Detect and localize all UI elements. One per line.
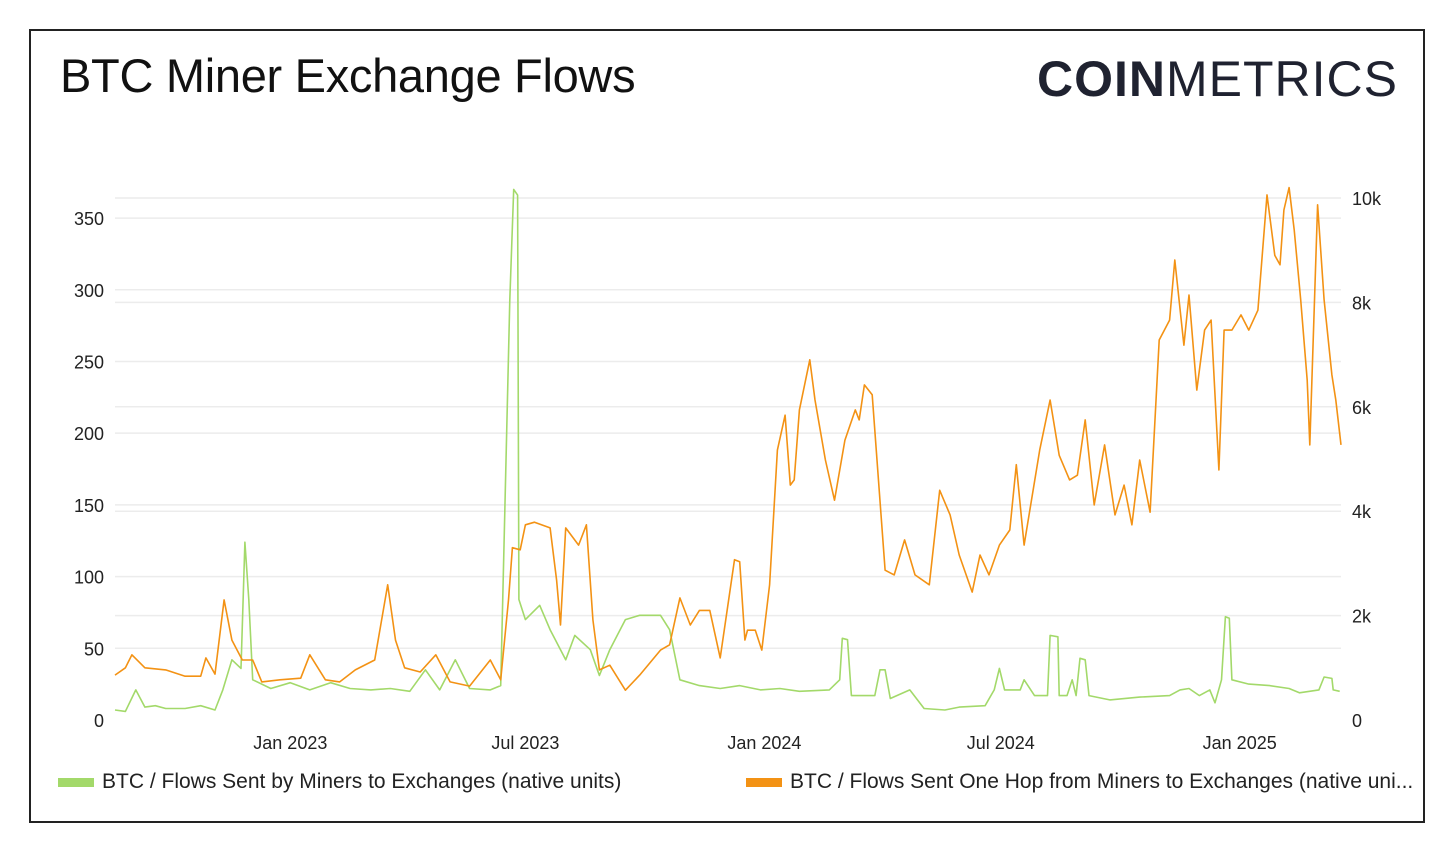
- legend-swatch-orange: [746, 777, 782, 787]
- x-axis-ticks: Jan 2023 Jul 2023 Jan 2024 Jul 2024 Jan 2025: [253, 733, 1276, 753]
- legend-item-miners-to-exchanges[interactable]: BTC / Flows Sent by Miners to Exchanges …: [58, 770, 621, 794]
- right-tick-label: 10k: [1352, 189, 1382, 209]
- left-tick-label: 150: [74, 496, 104, 516]
- x-tick-label: Jan 2025: [1203, 733, 1277, 753]
- left-tick-label: 100: [74, 568, 104, 588]
- left-tick-label: 50: [84, 639, 104, 659]
- right-tick-label: 0: [1352, 711, 1362, 731]
- right-tick-label: 8k: [1352, 293, 1372, 313]
- series-line-one-hop: [114, 186, 1342, 691]
- x-tick-label: Jul 2024: [967, 733, 1035, 753]
- chart-title: BTC Miner Exchange Flows: [60, 49, 636, 102]
- legend-label: BTC / Flows Sent by Miners to Exchanges …: [102, 770, 622, 793]
- left-tick-label: 200: [74, 424, 104, 444]
- left-tick-label: 0: [94, 711, 104, 731]
- legend-swatch-green: [58, 777, 94, 787]
- legend-label: BTC / Flows Sent One Hop from Miners to …: [790, 770, 1414, 793]
- legend-item-one-hop[interactable]: BTC / Flows Sent One Hop from Miners to …: [746, 770, 1413, 794]
- left-tick-label: 250: [74, 352, 104, 372]
- right-tick-label: 4k: [1352, 502, 1372, 522]
- left-axis-ticks: 0 50 100 150 200 250 300 350: [74, 209, 104, 731]
- series-lines: [114, 186, 1342, 713]
- chart-frame: [29, 29, 1425, 823]
- series-line-miners-to-exchanges: [114, 188, 1340, 713]
- left-tick-label: 350: [74, 209, 104, 229]
- left-tick-label: 300: [74, 281, 104, 301]
- right-tick-label: 2k: [1352, 607, 1372, 627]
- coinmetrics-logo: COINMETRICS: [1037, 51, 1398, 107]
- right-axis-ticks: 0 2k 4k 6k 8k 10k: [1352, 189, 1382, 731]
- x-tick-label: Jan 2024: [727, 733, 801, 753]
- right-tick-label: 6k: [1352, 398, 1372, 418]
- gridlines: [115, 197, 1341, 650]
- x-tick-label: Jul 2023: [491, 733, 559, 753]
- x-tick-label: Jan 2023: [253, 733, 327, 753]
